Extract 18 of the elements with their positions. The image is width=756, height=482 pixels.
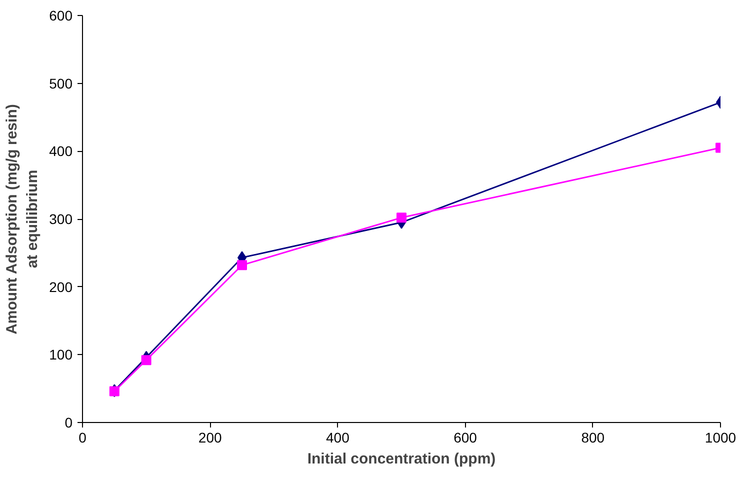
y-tick-label: 0: [64, 414, 73, 430]
x-tick-label: 200: [198, 430, 222, 446]
y-tick-label: 100: [49, 346, 73, 363]
y-axis-title: Amount Adsorption (mg/g resin) at equilibrium: [4, 104, 42, 334]
y-tick-label: 400: [49, 143, 73, 160]
point: [141, 355, 152, 366]
y-tick-label: 600: [49, 8, 73, 24]
y-tick-label: 300: [49, 211, 73, 227]
y-tick-label: 500: [49, 75, 73, 92]
y-tick-label: 200: [49, 278, 73, 295]
x-tick-label: 1000: [704, 430, 736, 446]
point: [237, 260, 247, 270]
x-tick-label: 0: [78, 430, 87, 446]
point: [396, 212, 406, 223]
x-tick-label: 600: [454, 430, 478, 446]
x-axis-title: Initial concentration (ppm): [307, 450, 496, 468]
x-tick-label: 800: [581, 430, 605, 446]
x-tick-label: 400: [326, 430, 350, 446]
